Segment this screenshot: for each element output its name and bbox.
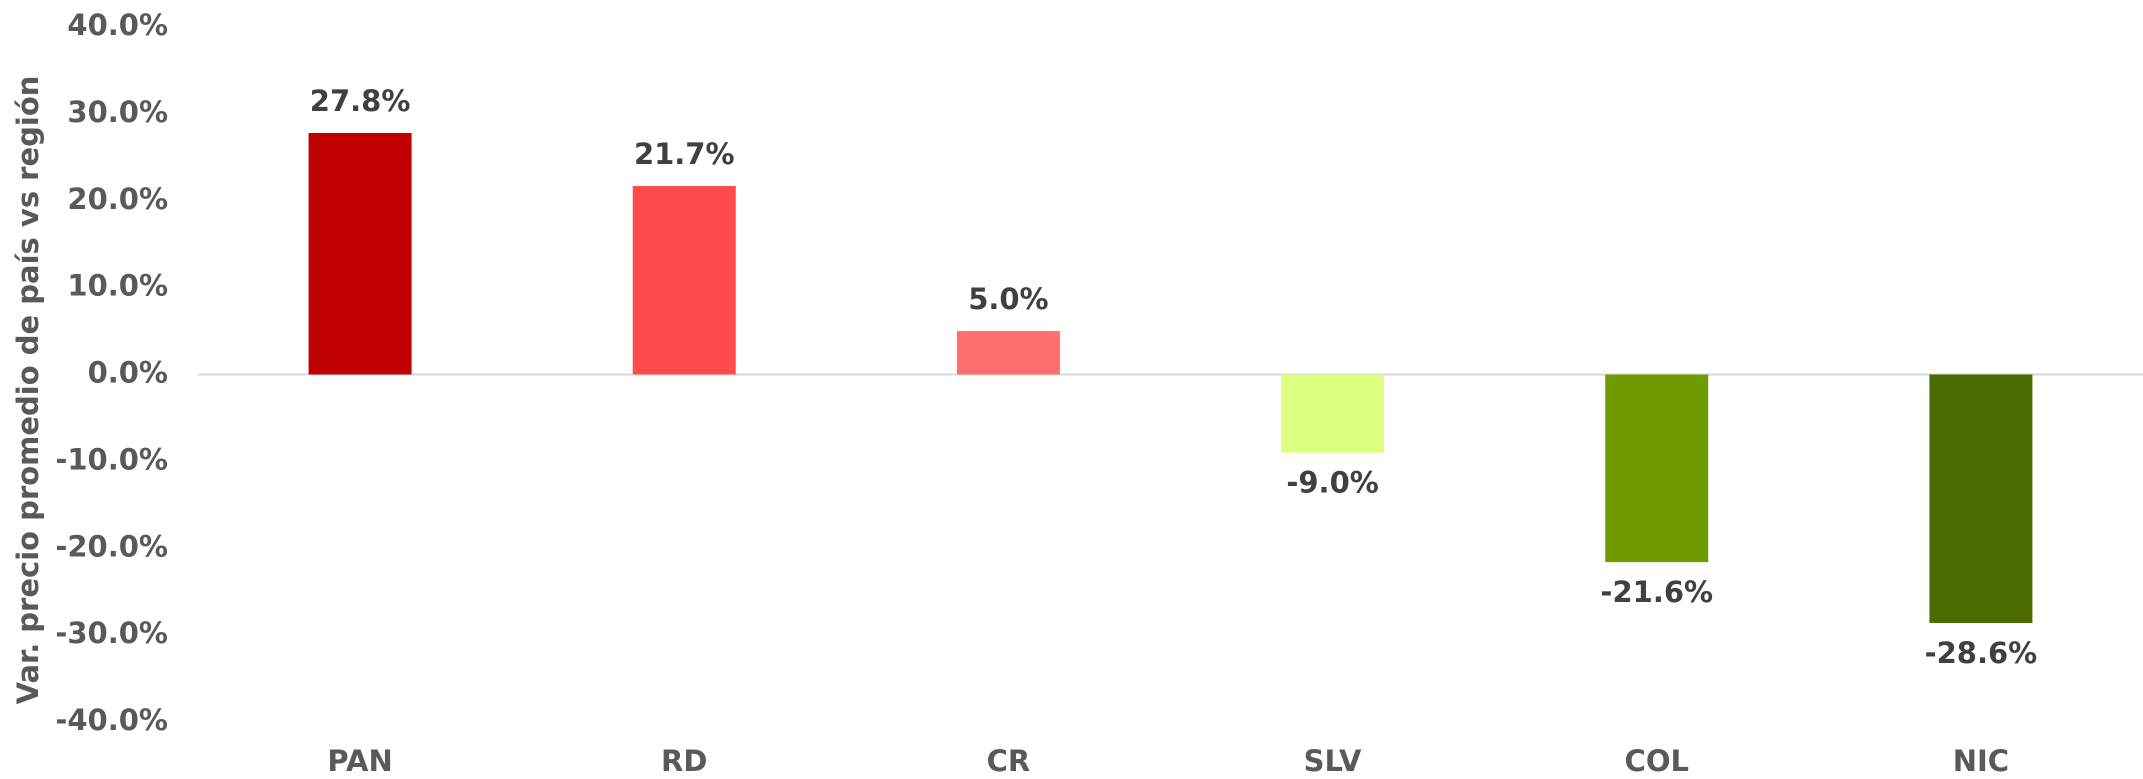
x-tick-label: SLV [1304,744,1362,778]
bar [1929,374,2033,623]
bar [1281,374,1385,453]
bar [308,132,412,375]
y-tick-label: 40.0% [67,8,168,42]
x-tick-label: RD [661,744,707,778]
y-tick-label: 10.0% [67,269,168,303]
y-axis-title: Var. precio promedio de país vs región [11,76,45,705]
x-tick-label: PAN [327,744,392,778]
bar [956,331,1060,375]
bar [632,185,736,375]
data-label: -28.6% [1925,636,2038,670]
y-tick-label: -10.0% [55,442,168,476]
y-tick-label: 30.0% [67,95,168,129]
data-label: 27.8% [310,84,411,118]
data-label: 5.0% [968,282,1048,316]
y-tick-label: -30.0% [55,616,168,650]
data-label: -21.6% [1600,575,1713,609]
y-tick-label: 0.0% [88,356,168,390]
y-tick-label: -20.0% [55,529,168,563]
bar [1605,374,1709,563]
y-tick-label: -40.0% [55,703,168,737]
x-tick-label: NIC [1953,744,2009,778]
y-tick-label: 20.0% [67,182,168,216]
data-label: 21.7% [634,137,735,171]
x-tick-label: CR [987,744,1031,778]
data-label: -9.0% [1286,466,1378,500]
x-tick-label: COL [1625,744,1689,778]
